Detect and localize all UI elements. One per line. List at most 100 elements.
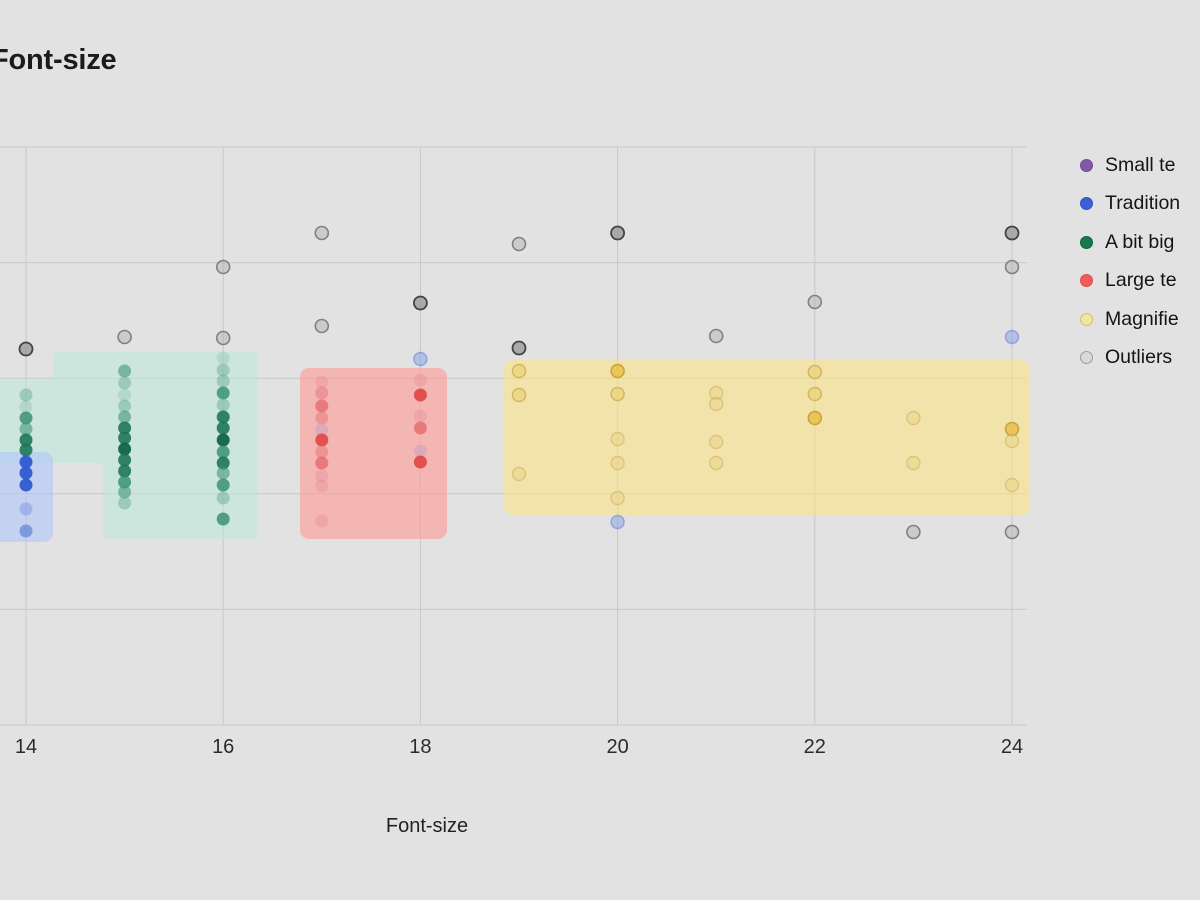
scatter-point[interactable] [1004,329,1020,345]
legend-item-large-text[interactable]: Large te [1080,262,1180,301]
scatter-point[interactable] [511,466,527,482]
scatter-point[interactable] [19,466,33,480]
scatter-point[interactable] [906,410,921,426]
scatter-point[interactable] [807,410,823,426]
scatter-point[interactable] [19,422,33,436]
scatter-point[interactable] [315,386,329,400]
scatter-point[interactable] [216,351,230,365]
scatter-point[interactable] [216,386,230,400]
legend-item-a-bit-bigger[interactable]: A bit big [1080,223,1180,262]
scatter-point[interactable] [413,373,427,387]
scatter-point[interactable] [709,434,724,450]
scatter-point[interactable] [118,388,132,402]
scatter-point[interactable] [315,469,329,483]
scatter-point[interactable] [1004,421,1020,437]
scatter-point[interactable] [19,443,33,457]
scatter-point[interactable] [118,376,132,390]
scatter-point[interactable] [709,396,724,412]
scatter-point[interactable] [315,456,329,470]
legend-item-magnified[interactable]: Magnifie [1080,300,1180,339]
scatter-point[interactable] [118,410,132,424]
scatter-point[interactable] [19,433,33,447]
scatter-point[interactable] [1004,524,1020,540]
legend-item-small-text[interactable]: Small te [1080,146,1180,185]
scatter-point[interactable] [215,330,231,346]
scatter-point[interactable] [413,455,427,469]
scatter-point[interactable] [19,524,33,538]
scatter-point[interactable] [413,388,427,402]
scatter-point[interactable] [118,464,132,478]
scatter-point[interactable] [709,455,724,471]
scatter-point[interactable] [1004,433,1020,449]
scatter-point[interactable] [19,478,33,492]
scatter-point[interactable] [118,399,132,413]
scatter-point[interactable] [118,453,132,467]
scatter-point[interactable] [118,364,132,378]
scatter-point[interactable] [314,225,330,241]
scatter-point[interactable] [19,400,33,414]
scatter-point[interactable] [315,411,329,425]
scatter-point[interactable] [1004,225,1020,241]
scatter-point[interactable] [215,259,231,275]
scatter-point[interactable] [610,386,625,402]
scatter-point[interactable] [216,363,230,377]
scatter-point[interactable] [118,431,132,445]
scatter-point[interactable] [315,433,329,447]
scatter-point[interactable] [19,455,33,469]
scatter-point[interactable] [610,455,625,471]
scatter-point[interactable] [216,512,230,526]
scatter-point[interactable] [216,374,230,388]
scatter-point[interactable] [610,490,625,506]
scatter-point[interactable] [413,409,427,423]
scatter-point[interactable] [610,514,625,530]
scatter-point[interactable] [118,442,132,456]
scatter-point[interactable] [709,385,724,401]
scatter-point[interactable] [118,496,132,510]
scatter-point[interactable] [315,423,329,437]
scatter-point[interactable] [708,328,724,344]
scatter-point[interactable] [807,364,823,380]
scatter-point[interactable] [19,388,33,402]
scatter-point[interactable] [1004,259,1020,275]
scatter-point[interactable] [413,351,428,367]
scatter-point[interactable] [216,491,230,505]
scatter-point[interactable] [216,410,230,424]
scatter-point[interactable] [19,502,33,516]
scatter-point[interactable] [413,421,427,435]
scatter-point[interactable] [314,318,330,334]
scatter-point[interactable] [19,411,33,425]
scatter-point[interactable] [511,340,527,356]
scatter-point[interactable] [1004,477,1020,493]
scatter-point[interactable] [216,421,230,435]
scatter-point[interactable] [216,445,230,459]
scatter-point[interactable] [610,225,625,241]
scatter-point[interactable] [18,341,34,357]
scatter-point[interactable] [610,431,625,447]
scatter-point[interactable] [216,466,230,480]
scatter-point[interactable] [511,236,527,252]
legend-item-outliers[interactable]: Outliers [1080,339,1180,378]
scatter-point[interactable] [413,444,427,458]
scatter-point[interactable] [118,475,132,489]
scatter-point[interactable] [216,398,230,412]
scatter-point[interactable] [412,295,428,311]
scatter-point[interactable] [807,386,823,402]
scatter-point[interactable] [118,421,132,435]
scatter-point[interactable] [315,375,329,389]
scatter-point[interactable] [906,524,921,540]
scatter-point[interactable] [216,433,230,447]
scatter-point[interactable] [315,445,329,459]
scatter-point[interactable] [315,514,329,528]
scatter-point[interactable] [216,478,230,492]
scatter-point[interactable] [315,479,329,493]
scatter-point[interactable] [118,485,132,499]
legend-item-traditional[interactable]: Tradition [1080,185,1180,224]
scatter-point[interactable] [315,399,329,413]
scatter-point[interactable] [906,455,921,471]
scatter-point[interactable] [511,363,527,379]
scatter-point[interactable] [216,456,230,470]
scatter-point[interactable] [610,363,625,379]
scatter-point[interactable] [117,329,132,345]
scatter-point[interactable] [511,387,527,403]
scatter-point[interactable] [807,294,823,310]
